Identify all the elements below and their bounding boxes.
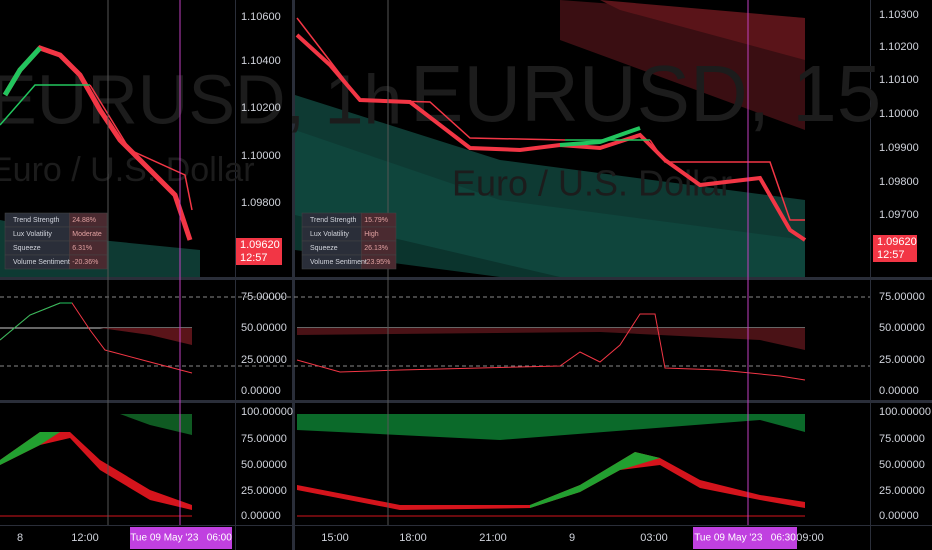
separator bbox=[0, 277, 932, 280]
osc-label: 25.00000 bbox=[241, 485, 287, 497]
osc-label: 75.00000 bbox=[879, 433, 925, 445]
supertrend bbox=[296, 17, 566, 141]
watermark: Euro / U.S. Dollar bbox=[452, 163, 732, 204]
osc-label: 25.00000 bbox=[879, 354, 925, 366]
separator bbox=[870, 0, 871, 550]
price-label: 1.10600 bbox=[241, 11, 281, 23]
osc-label: 100.00000 bbox=[879, 406, 931, 418]
price-candles bbox=[559, 126, 641, 147]
time-label: 15:00 bbox=[321, 532, 349, 544]
osc-label: 25.00000 bbox=[879, 485, 925, 497]
table-label: Lux Volatility bbox=[13, 231, 52, 238]
price-label: 1.10300 bbox=[879, 9, 919, 21]
price-label: 1.09800 bbox=[241, 197, 281, 209]
osc-area bbox=[297, 328, 805, 350]
osc-line bbox=[296, 313, 806, 381]
osc-label: 50.00000 bbox=[879, 459, 925, 471]
table-label: Squeeze bbox=[310, 245, 338, 252]
supertrend bbox=[649, 139, 805, 221]
table-value: -20.36% bbox=[72, 259, 98, 266]
time-highlight-text: Tue 09 May '23 06:30 bbox=[694, 533, 796, 544]
band bbox=[600, 0, 805, 60]
watermark: Euro / U.S. Dollar bbox=[0, 151, 255, 189]
osc-label: 50.00000 bbox=[879, 322, 925, 334]
price-label: 1.10200 bbox=[879, 41, 919, 53]
price-label: 1.10000 bbox=[241, 150, 281, 162]
osc-line bbox=[0, 302, 72, 341]
watermark: EURUSD, 15 bbox=[410, 49, 881, 138]
separator bbox=[235, 0, 236, 550]
table-value: High bbox=[364, 231, 379, 238]
table-label: Volume Sentiment bbox=[310, 259, 367, 266]
separator bbox=[0, 400, 932, 403]
osc-area bbox=[530, 452, 660, 508]
price-label: 1.10100 bbox=[879, 74, 919, 86]
table-label: Trend Strength bbox=[310, 217, 357, 224]
osc-area bbox=[297, 414, 805, 440]
osc-label: 50.00000 bbox=[241, 322, 287, 334]
table-label: Volume Sentiment bbox=[13, 259, 70, 266]
time-highlight bbox=[130, 527, 232, 549]
osc-label: 75.00000 bbox=[241, 433, 287, 445]
table-label: Trend Strength bbox=[13, 217, 60, 224]
price-candles bbox=[2, 46, 42, 97]
price-label: 1.10000 bbox=[879, 108, 919, 120]
price-label: 1.10400 bbox=[241, 55, 281, 67]
time-label: 12:00 bbox=[71, 532, 99, 544]
osc-label: 25.00000 bbox=[241, 354, 287, 366]
table-value: -23.95% bbox=[364, 259, 390, 266]
table-value: 26.13% bbox=[364, 245, 388, 252]
countdown: 12:57 bbox=[877, 249, 905, 261]
time-highlight-text: Tue 09 May '23 06:00 bbox=[130, 533, 232, 544]
separator bbox=[0, 525, 932, 526]
osc-area bbox=[0, 432, 60, 465]
osc-label: 75.00000 bbox=[241, 291, 287, 303]
table-cell bbox=[69, 254, 108, 270]
osc-label: 75.00000 bbox=[879, 291, 925, 303]
table-value: 24.88% bbox=[72, 217, 96, 224]
table-value: 15.79% bbox=[364, 217, 388, 224]
price-tag bbox=[236, 238, 282, 265]
osc-label: 0.00000 bbox=[241, 385, 281, 397]
watermark: EURUSD, 1h bbox=[0, 60, 402, 138]
osc-area bbox=[297, 452, 805, 510]
price-label: 1.09700 bbox=[879, 209, 919, 221]
osc-label: 100.00000 bbox=[241, 406, 293, 418]
osc-label: 50.00000 bbox=[241, 459, 287, 471]
time-label: 09:00 bbox=[796, 532, 824, 544]
watermarks: EURUSD, 1h Euro / U.S. Dollar EURUSD, 15 Eu… bbox=[0, 49, 881, 203]
band bbox=[295, 130, 805, 277]
table-label: Squeeze bbox=[13, 245, 41, 252]
osc-label: 0.00000 bbox=[879, 385, 919, 397]
osc-area bbox=[120, 414, 192, 435]
supertrend bbox=[89, 84, 193, 211]
time-label: 03:00 bbox=[640, 532, 668, 544]
osc-area bbox=[100, 328, 192, 345]
table-cell bbox=[360, 254, 397, 270]
time-label: 21:00 bbox=[479, 532, 507, 544]
countdown: 12:57 bbox=[240, 252, 268, 264]
table-value: Moderate bbox=[72, 231, 102, 238]
osc-label: 0.00000 bbox=[879, 510, 919, 522]
supertrend bbox=[0, 84, 90, 126]
time-label: 8 bbox=[17, 532, 23, 544]
separator bbox=[292, 0, 295, 550]
price-tag bbox=[873, 235, 917, 262]
time-highlight bbox=[693, 527, 797, 549]
osc-area bbox=[0, 432, 192, 510]
price-tag-text: 1.09620 bbox=[240, 239, 280, 251]
time-label: 9 bbox=[569, 532, 575, 544]
table-value: 6.31% bbox=[72, 245, 92, 252]
osc-label: 0.00000 bbox=[241, 510, 281, 522]
price-label: 1.09800 bbox=[879, 176, 919, 188]
time-label: 18:00 bbox=[399, 532, 427, 544]
table-label: Lux Volatility bbox=[310, 231, 349, 238]
price-tag-text: 1.09620 bbox=[877, 236, 917, 248]
price-label: 1.10200 bbox=[241, 102, 281, 114]
price-label: 1.09900 bbox=[879, 142, 919, 154]
